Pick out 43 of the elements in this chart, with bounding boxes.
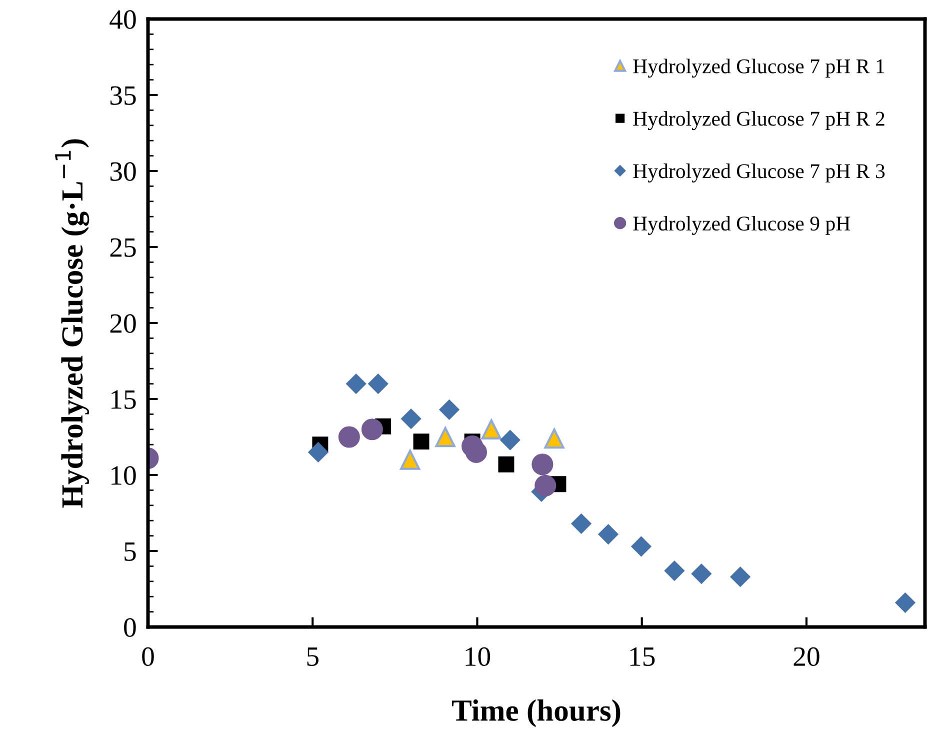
x-tick-label: 15 xyxy=(630,647,655,666)
point xyxy=(895,592,916,613)
point xyxy=(534,474,556,496)
legend-label: Hydrolyzed Glucose 7 pH R 3 xyxy=(633,164,885,182)
point xyxy=(532,454,554,476)
point xyxy=(631,536,652,557)
y-tick-label: 20 xyxy=(110,314,136,333)
point xyxy=(346,374,366,394)
point xyxy=(481,419,502,440)
y-tick-label: 25 xyxy=(110,238,136,257)
x-tick-label: 0 xyxy=(142,647,154,666)
x-tick-label: 20 xyxy=(794,647,820,666)
point xyxy=(308,442,328,462)
y-tick-label: 30 xyxy=(110,162,136,181)
point xyxy=(498,456,514,472)
point xyxy=(338,426,360,448)
legend-label: Hydrolyzed Glucose 7 pH R 2 xyxy=(633,111,884,130)
point xyxy=(368,374,388,394)
point xyxy=(664,560,685,581)
point xyxy=(500,430,520,450)
point xyxy=(598,524,618,544)
point xyxy=(413,434,430,450)
y-tick-label: 40 xyxy=(110,10,136,29)
point xyxy=(400,450,420,470)
x-tick-label: 5 xyxy=(307,648,318,666)
x-axis-title: Time (hours) xyxy=(452,699,620,728)
point xyxy=(571,513,592,534)
y-axis-title: Hydrolyzed Glucose (g·L$^{−1}$) xyxy=(55,139,90,508)
y-tick-label: 0 xyxy=(124,618,136,637)
point xyxy=(730,566,750,588)
point xyxy=(691,564,712,584)
y-tick-label: 15 xyxy=(112,390,136,409)
point xyxy=(435,426,456,448)
x-tick-label: 10 xyxy=(466,647,490,666)
y-tick-label: 5 xyxy=(124,542,136,561)
point xyxy=(361,418,383,440)
legend-label: Hydrolyzed Glucose 9 pH xyxy=(633,216,850,235)
y-tick-label: 10 xyxy=(112,466,136,485)
point xyxy=(400,408,422,429)
legend-label: Hydrolyzed Glucose 7 pH R 1 xyxy=(633,58,884,78)
point xyxy=(439,399,460,420)
y-tick-label: 35 xyxy=(110,86,136,105)
point xyxy=(544,428,564,449)
